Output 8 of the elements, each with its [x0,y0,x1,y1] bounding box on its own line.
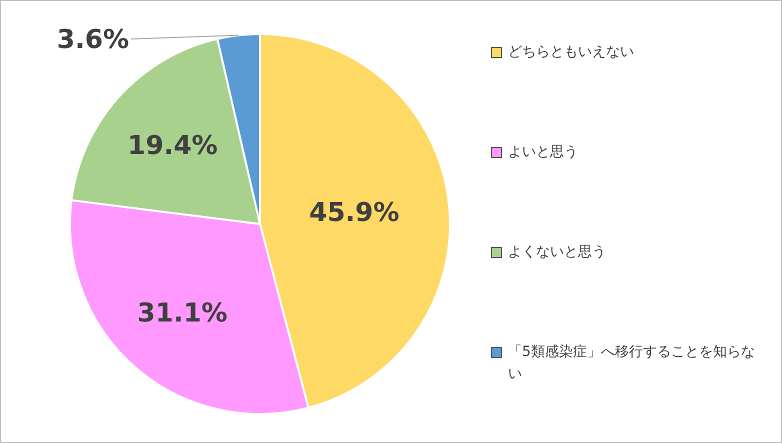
legend-label: 「5類感染症」へ移行することを知らない [508,343,756,384]
data-label: 45.9% [309,198,400,228]
data-label: 19.4% [128,130,218,161]
legend-label: どちらともいえない [508,43,634,62]
legend-label: よくないと思う [508,243,606,262]
legend-label: よいと思う [508,143,578,162]
data-label: 3.6% [56,25,129,55]
data-label: 31.1% [137,298,228,329]
